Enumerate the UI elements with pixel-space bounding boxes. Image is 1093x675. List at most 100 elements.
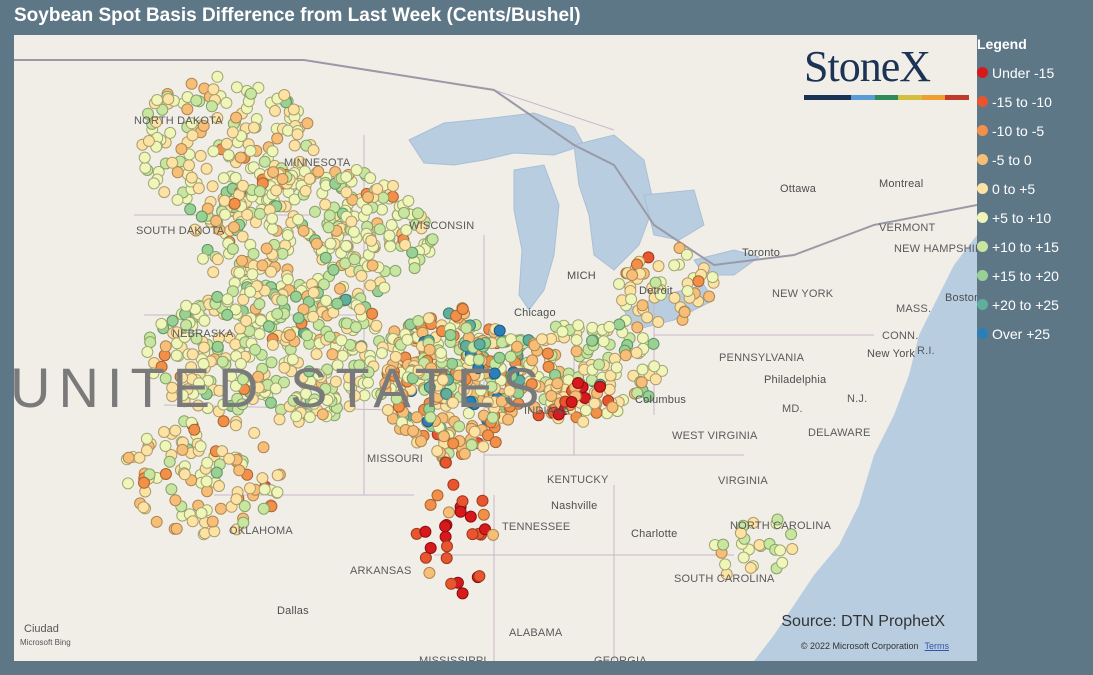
basis-point[interactable] xyxy=(422,312,435,325)
basis-point[interactable] xyxy=(610,361,623,374)
basis-point[interactable] xyxy=(439,456,452,469)
basis-point[interactable] xyxy=(435,347,447,359)
basis-point[interactable] xyxy=(473,570,486,583)
basis-point[interactable] xyxy=(307,310,320,323)
basis-point[interactable] xyxy=(310,237,323,250)
basis-point[interactable] xyxy=(681,285,694,297)
basis-point[interactable] xyxy=(408,262,421,275)
basis-point[interactable] xyxy=(776,556,789,569)
basis-point[interactable] xyxy=(198,341,210,354)
basis-point[interactable] xyxy=(262,320,275,333)
basis-point[interactable] xyxy=(169,424,182,437)
basis-point[interactable] xyxy=(570,334,583,346)
basis-point[interactable] xyxy=(206,180,219,193)
basis-point[interactable] xyxy=(678,306,691,318)
basis-point[interactable] xyxy=(481,396,494,409)
basis-point[interactable] xyxy=(163,455,176,468)
basis-point[interactable] xyxy=(439,520,452,533)
basis-point[interactable] xyxy=(201,456,214,469)
basis-point[interactable] xyxy=(603,320,616,333)
basis-point[interactable] xyxy=(180,299,193,312)
basis-point[interactable] xyxy=(419,525,432,538)
basis-point[interactable] xyxy=(211,290,224,303)
basis-point[interactable] xyxy=(166,156,179,169)
basis-point[interactable] xyxy=(288,139,301,152)
basis-point[interactable] xyxy=(353,303,366,316)
basis-point[interactable] xyxy=(159,440,172,452)
basis-point[interactable] xyxy=(185,361,198,374)
basis-point[interactable] xyxy=(594,380,606,393)
basis-point[interactable] xyxy=(472,353,485,366)
basis-point[interactable] xyxy=(360,203,373,216)
basis-point[interactable] xyxy=(625,293,638,306)
basis-point[interactable] xyxy=(290,290,302,303)
basis-point[interactable] xyxy=(385,364,397,377)
basis-point[interactable] xyxy=(652,316,665,328)
basis-point[interactable] xyxy=(323,330,336,343)
basis-point[interactable] xyxy=(442,506,455,519)
basis-point[interactable] xyxy=(303,365,316,378)
basis-point[interactable] xyxy=(398,206,410,219)
basis-point[interactable] xyxy=(197,252,209,265)
basis-point[interactable] xyxy=(703,290,716,303)
basis-point[interactable] xyxy=(456,587,469,600)
basis-point[interactable] xyxy=(297,224,310,237)
basis-point[interactable] xyxy=(384,240,397,253)
basis-point[interactable] xyxy=(257,502,270,515)
basis-point[interactable] xyxy=(166,381,179,394)
basis-point[interactable] xyxy=(287,103,300,116)
basis-point[interactable] xyxy=(343,371,355,384)
basis-point[interactable] xyxy=(668,291,681,304)
basis-point[interactable] xyxy=(233,266,246,279)
basis-point[interactable] xyxy=(266,145,279,158)
basis-point[interactable] xyxy=(486,411,499,424)
basis-point[interactable] xyxy=(447,478,460,491)
basis-point[interactable] xyxy=(122,451,135,464)
basis-point[interactable] xyxy=(353,359,366,372)
basis-point[interactable] xyxy=(493,351,506,364)
legend-item[interactable]: Under -15 xyxy=(977,58,1093,87)
basis-point[interactable] xyxy=(170,326,183,339)
basis-point[interactable] xyxy=(375,347,388,360)
basis-point[interactable] xyxy=(415,222,428,235)
basis-point[interactable] xyxy=(786,543,799,555)
legend-item[interactable]: 0 to +5 xyxy=(977,174,1093,203)
basis-point[interactable] xyxy=(319,382,332,395)
basis-point[interactable] xyxy=(425,362,438,375)
basis-point[interactable] xyxy=(636,299,649,312)
basis-point[interactable] xyxy=(217,398,230,411)
basis-point[interactable] xyxy=(165,483,178,496)
basis-point[interactable] xyxy=(424,498,437,511)
basis-point[interactable] xyxy=(150,116,162,128)
basis-point[interactable] xyxy=(321,394,334,407)
basis-point[interactable] xyxy=(171,166,184,179)
basis-point[interactable] xyxy=(244,144,257,157)
basis-point[interactable] xyxy=(355,341,368,354)
basis-point[interactable] xyxy=(197,119,210,132)
legend-item[interactable]: -10 to -5 xyxy=(977,116,1093,145)
basis-point[interactable] xyxy=(445,577,458,590)
basis-point[interactable] xyxy=(503,384,516,397)
basis-point[interactable] xyxy=(362,366,375,379)
basis-point[interactable] xyxy=(323,209,336,222)
basis-point[interactable] xyxy=(604,369,617,382)
basis-point[interactable] xyxy=(150,515,163,528)
legend-item[interactable]: -5 to 0 xyxy=(977,145,1093,174)
basis-point[interactable] xyxy=(586,321,599,334)
basis-point[interactable] xyxy=(197,357,210,370)
basis-point[interactable] xyxy=(525,378,538,391)
basis-point[interactable] xyxy=(390,392,403,405)
basis-point[interactable] xyxy=(436,373,449,386)
basis-point[interactable] xyxy=(175,143,188,155)
basis-point[interactable] xyxy=(579,404,592,417)
basis-point[interactable] xyxy=(322,221,335,234)
basis-point[interactable] xyxy=(188,223,201,236)
basis-point[interactable] xyxy=(317,278,330,291)
terms-link[interactable]: Terms xyxy=(924,641,950,651)
basis-point[interactable] xyxy=(400,224,413,237)
basis-point[interactable] xyxy=(457,383,470,396)
basis-point[interactable] xyxy=(331,359,344,372)
basis-point[interactable] xyxy=(190,332,203,345)
basis-point[interactable] xyxy=(440,387,453,400)
basis-point[interactable] xyxy=(288,193,301,206)
